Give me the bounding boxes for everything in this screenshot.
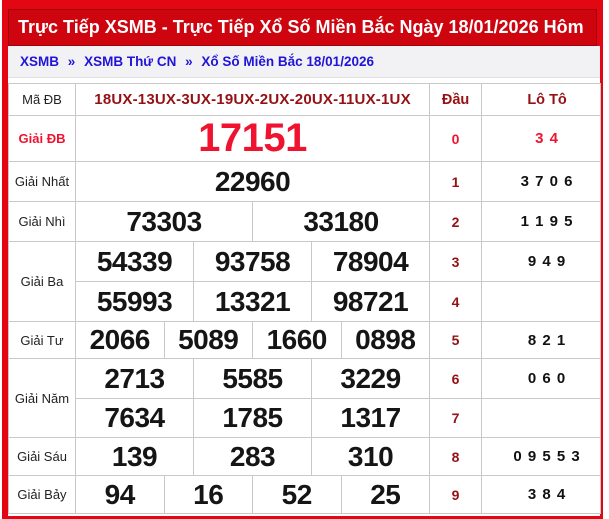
dau-value-4: 4 [429,281,483,322]
prize-number: 78904 [310,241,431,282]
prize-number: 22960 [74,161,431,202]
header-dau: Đầu [429,83,483,116]
prize-number: 1660 [252,321,342,359]
breadcrumb: XSMB » XSMB Thứ CN » Xổ Số Miền Bắc 18/0… [8,46,600,78]
breadcrumb-separator: » [67,54,76,69]
loto-value-2: 1 1 9 5 [481,201,602,242]
breadcrumb-separator: » [185,54,193,69]
prize-number: 13321 [193,281,312,322]
prize-number: 2066 [75,321,165,359]
prize-number: 54339 [75,241,194,282]
dau-value-2: 2 [429,201,483,242]
prize-number: 5585 [193,358,312,399]
row-giai-nhi: Giải Nhì 73303 33180 2 1 1 9 5 [8,201,602,242]
prize-number: 52 [252,475,342,514]
prize-special-number: 17151 [74,115,431,162]
prize-number: 7634 [75,398,194,438]
breadcrumb-link-date[interactable]: Xổ Số Miền Bắc 18/01/2026 [201,54,374,69]
loto-value-5: 8 2 1 [481,321,602,359]
prize-number: 25 [340,475,431,514]
row-label-giai-sau: Giải Sáu [8,437,76,476]
prize-number: 283 [193,437,312,476]
row-label-giai-db: Giải ĐB [8,115,76,162]
prize-number: 3229 [310,358,431,399]
row-giai-nam-1: Giải Năm 2713 5585 3229 6 0 6 0 [8,358,602,438]
header-loto: Lô Tô [481,83,602,116]
loto-value-1: 3 7 0 6 [481,161,602,202]
dau-value-6: 6 [429,358,483,399]
row-giai-bay: Giải Bảy 94 16 52 25 9 3 8 4 [8,475,602,514]
dau-value-9: 9 [429,475,483,514]
loto-value-9: 3 8 4 [481,475,602,514]
prize-number: 94 [75,475,165,514]
prize-number: 139 [75,437,194,476]
row-label-giai-nam: Giải Năm [8,358,76,438]
row-giai-nam-2: 7634 1785 1317 7 [9,398,602,438]
loto-value-4 [481,281,602,322]
dau-value-7: 7 [429,398,483,438]
loto-value-0: 3 4 [481,115,602,162]
loto-value-3: 9 4 9 [481,241,602,282]
row-giai-sau: Giải Sáu 139 283 310 8 0 9 5 5 3 [8,437,602,476]
prize-number: 310 [310,437,431,476]
prize-number: 55993 [75,281,194,322]
special-code: 18UX-13UX-3UX-19UX-2UX-20UX-11UX-1UX [74,83,431,116]
dau-value-5: 5 [429,321,483,359]
row-label-giai-ba: Giải Ba [8,241,76,322]
loto-value-6: 0 6 0 [481,358,602,399]
row-giai-tu: Giải Tư 2066 5089 1660 0898 5 8 2 1 [8,321,602,359]
prize-number: 2713 [75,358,194,399]
prize-number: 5089 [163,321,253,359]
table-header-row: Mã ĐB 18UX-13UX-3UX-19UX-2UX-20UX-11UX-1… [8,83,602,116]
prize-number: 93758 [193,241,312,282]
breadcrumb-link-xsmb-thu-cn[interactable]: XSMB Thứ CN [84,54,177,69]
prize-number: 98721 [310,281,431,322]
header-label-ma-db: Mã ĐB [8,83,76,116]
row-giai-ba-1: Giải Ba 54339 93758 78904 3 9 4 9 [8,241,602,322]
dau-value-3: 3 [429,241,483,282]
prize-number: 33180 [251,201,431,242]
row-label-giai-bay: Giải Bảy [8,475,76,514]
prize-number: 73303 [75,201,253,242]
prize-number: 16 [163,475,253,514]
results-table: Mã ĐB 18UX-13UX-3UX-19UX-2UX-20UX-11UX-1… [8,83,602,514]
row-label-giai-tu: Giải Tư [8,321,76,359]
dau-value-8: 8 [429,437,483,476]
prize-number: 1785 [193,398,312,438]
row-label-giai-nhi: Giải Nhì [8,201,76,242]
content-panel: XSMB » XSMB Thứ CN » Xổ Số Miền Bắc 18/0… [8,46,602,516]
row-giai-nhat: Giải Nhất 22960 1 3 7 0 6 [8,161,602,202]
prize-number: 1317 [310,398,431,438]
loto-value-8: 0 9 5 5 3 [481,437,602,476]
prize-number: 0898 [340,321,431,359]
row-giai-ba-2: 55993 13321 98721 4 [9,281,602,322]
row-giai-db: Giải ĐB 17151 0 3 4 [8,115,602,162]
loto-value-7 [481,398,602,438]
dau-value-1: 1 [429,161,483,202]
row-label-giai-nhat: Giải Nhất [8,161,76,202]
breadcrumb-link-xsmb[interactable]: XSMB [20,54,60,69]
page-title: Trực Tiếp XSMB - Trực Tiếp Xổ Số Miền Bắ… [8,9,597,46]
dau-value-0: 0 [429,115,483,162]
